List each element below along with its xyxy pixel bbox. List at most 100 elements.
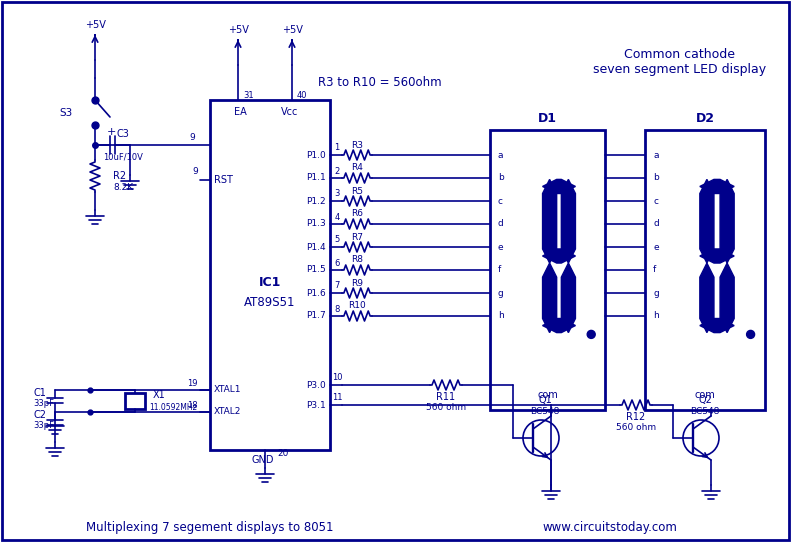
Text: R2: R2 (113, 171, 126, 181)
Text: 33pF: 33pF (33, 421, 54, 429)
Text: P1.5: P1.5 (306, 266, 326, 274)
Text: 9: 9 (192, 167, 198, 177)
Text: R9: R9 (351, 279, 363, 287)
Text: Multiplexing 7 segement displays to 8051: Multiplexing 7 segement displays to 8051 (86, 521, 334, 534)
Text: C1: C1 (33, 388, 46, 398)
Text: +: + (107, 127, 116, 137)
Text: R6: R6 (351, 210, 363, 218)
Text: P1.0: P1.0 (306, 151, 326, 159)
Text: Q1: Q1 (538, 395, 552, 405)
Text: P3.1: P3.1 (306, 401, 326, 410)
Polygon shape (720, 263, 734, 333)
Text: f: f (653, 266, 657, 274)
Text: com: com (694, 390, 715, 400)
Circle shape (587, 331, 595, 338)
Text: 10uF/10V: 10uF/10V (103, 152, 143, 162)
Text: Common cathode: Common cathode (625, 48, 736, 61)
Text: EA: EA (234, 107, 247, 117)
Text: P1.2: P1.2 (306, 197, 326, 205)
Text: R4: R4 (351, 164, 363, 172)
Text: 20: 20 (277, 448, 289, 457)
Text: 6: 6 (335, 259, 339, 268)
Polygon shape (700, 179, 734, 193)
Text: 11: 11 (331, 393, 343, 403)
Text: seven segment LED display: seven segment LED display (593, 63, 766, 76)
Text: 11.0592MHz: 11.0592MHz (149, 403, 197, 412)
Text: www.circuitstoday.com: www.circuitstoday.com (543, 521, 677, 534)
Text: AT89S51: AT89S51 (244, 296, 296, 309)
Text: C3: C3 (116, 129, 130, 139)
Text: R3 to R10 = 560ohm: R3 to R10 = 560ohm (318, 75, 442, 88)
Text: R8: R8 (351, 255, 363, 264)
Polygon shape (700, 319, 734, 333)
Text: 8.2K: 8.2K (113, 183, 133, 191)
Bar (645, 130, 765, 410)
Text: 31: 31 (243, 92, 254, 100)
Polygon shape (720, 179, 734, 263)
Text: 3: 3 (335, 190, 339, 198)
Text: 2: 2 (335, 166, 339, 176)
Text: com: com (537, 390, 558, 400)
Text: R3: R3 (351, 140, 363, 150)
Text: IC1: IC1 (259, 275, 281, 288)
Text: R10: R10 (348, 301, 366, 311)
Text: RST: RST (214, 175, 233, 185)
Text: f: f (498, 266, 501, 274)
Text: 560 ohm: 560 ohm (426, 403, 466, 411)
Circle shape (747, 331, 755, 338)
Text: e: e (498, 242, 504, 251)
Text: h: h (498, 312, 504, 320)
Polygon shape (562, 263, 575, 333)
Bar (490, 130, 605, 410)
Text: 1: 1 (335, 144, 339, 152)
Text: P3.0: P3.0 (306, 380, 326, 390)
Text: P1.7: P1.7 (306, 312, 326, 320)
Text: D1: D1 (538, 112, 557, 125)
Text: 40: 40 (297, 92, 308, 100)
Text: C2: C2 (33, 410, 46, 420)
Polygon shape (543, 319, 575, 333)
Text: P1.1: P1.1 (306, 173, 326, 183)
Text: b: b (498, 173, 504, 183)
Polygon shape (543, 179, 557, 263)
Polygon shape (543, 179, 575, 193)
Text: Q2: Q2 (698, 395, 712, 405)
Text: 9: 9 (189, 132, 195, 141)
Polygon shape (700, 249, 734, 263)
Text: c: c (653, 197, 658, 205)
Text: 5: 5 (335, 236, 339, 244)
Text: c: c (498, 197, 503, 205)
Text: a: a (653, 151, 658, 159)
Polygon shape (543, 249, 575, 263)
Text: e: e (653, 242, 659, 251)
Text: GND: GND (252, 455, 274, 465)
Text: g: g (498, 288, 504, 298)
Text: D2: D2 (695, 112, 714, 125)
Text: XTAL1: XTAL1 (214, 385, 241, 395)
Text: 10: 10 (331, 373, 343, 383)
Text: P1.6: P1.6 (306, 288, 326, 298)
Text: X1: X1 (153, 390, 166, 400)
Polygon shape (562, 179, 575, 263)
Text: R11: R11 (437, 392, 456, 402)
Text: 18: 18 (187, 401, 197, 410)
Text: XTAL2: XTAL2 (214, 408, 241, 416)
Text: 19: 19 (187, 378, 197, 388)
Text: P1.3: P1.3 (306, 220, 326, 229)
Polygon shape (700, 263, 714, 333)
Text: 560 ohm: 560 ohm (616, 423, 656, 431)
Text: P1.4: P1.4 (306, 242, 326, 251)
Text: BC548: BC548 (530, 408, 560, 416)
Text: Vcc: Vcc (282, 107, 299, 117)
Text: +5V: +5V (282, 25, 302, 35)
Bar (125, 393, 145, 409)
Bar (210, 100, 330, 450)
Polygon shape (543, 263, 557, 333)
Text: S3: S3 (60, 107, 73, 118)
Text: R5: R5 (351, 186, 363, 196)
Text: +5V: +5V (85, 20, 105, 30)
Text: R12: R12 (626, 412, 645, 422)
Text: b: b (653, 173, 659, 183)
Text: 33pF: 33pF (33, 398, 54, 408)
Text: 4: 4 (335, 212, 339, 222)
